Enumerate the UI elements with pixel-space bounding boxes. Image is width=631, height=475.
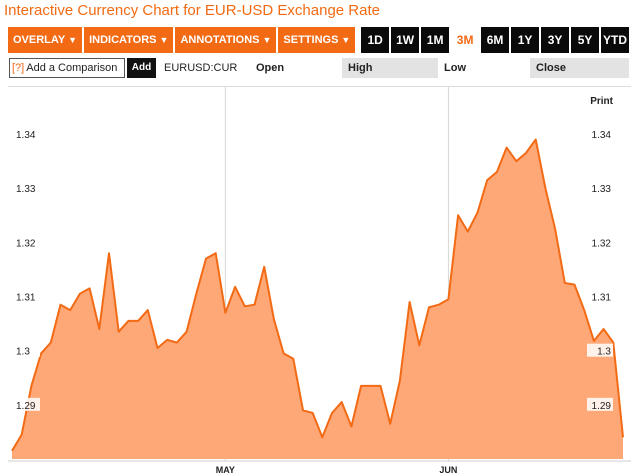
chart-plot[interactable]: 1.29 1.29 1.3 1.3 1.31 1.31 1.32 1.32 1.33 1.33 1.… bbox=[8, 87, 631, 475]
y-tick-bg bbox=[14, 235, 40, 249]
y-tick-bg bbox=[587, 181, 613, 195]
y-tick-bg bbox=[14, 181, 40, 195]
menu-label: OVERLAY bbox=[13, 34, 66, 46]
y-tick-bg bbox=[14, 397, 40, 411]
comparison-input[interactable]: [?] Add a Comparison bbox=[9, 58, 125, 78]
range-button-3y[interactable]: 3Y bbox=[541, 27, 570, 53]
y-tick-label-left: 1.33 bbox=[16, 184, 36, 195]
range-button-ytd[interactable]: YTD bbox=[601, 27, 630, 53]
y-tick-label-left: 1.34 bbox=[16, 130, 36, 141]
y-tick-bg bbox=[587, 235, 613, 249]
comparison-placeholder: Add a Comparison bbox=[26, 62, 118, 74]
chart-toolbar: OVERLAY ▼ INDICATORS ▼ ANNOTATIONS ▼ SETTINGS ▼… bbox=[8, 27, 630, 53]
price-area bbox=[12, 139, 623, 459]
x-tick-label: JUN bbox=[439, 465, 457, 475]
close-field: Close bbox=[530, 58, 629, 78]
chevron-down-icon: ▼ bbox=[262, 35, 272, 45]
y-tick-bg bbox=[587, 127, 613, 141]
ticker-symbol: EURUSD:CUR bbox=[164, 62, 238, 74]
menu-indicators[interactable]: INDICATORS ▼ bbox=[84, 27, 174, 53]
help-icon[interactable]: [?] bbox=[12, 62, 25, 74]
x-tick-label: MAY bbox=[216, 465, 235, 475]
page-title: Interactive Currency Chart for EUR-USD E… bbox=[4, 2, 380, 19]
menu-label: INDICATORS bbox=[89, 34, 157, 46]
menu-label: ANNOTATIONS bbox=[180, 34, 260, 46]
y-tick-bg bbox=[587, 343, 613, 357]
y-tick-label-left: 1.29 bbox=[16, 401, 36, 412]
y-tick-bg bbox=[587, 289, 613, 303]
chevron-down-icon: ▼ bbox=[159, 35, 169, 45]
menu-label: SETTINGS bbox=[283, 34, 339, 46]
range-button-1m[interactable]: 1M bbox=[421, 27, 450, 53]
y-tick-bg bbox=[14, 289, 40, 303]
y-tick-bg bbox=[14, 127, 40, 141]
range-button-3m[interactable]: 3M bbox=[451, 27, 480, 53]
y-tick-label-right: 1.29 bbox=[592, 401, 612, 412]
y-tick-label-left: 1.3 bbox=[16, 347, 30, 358]
range-button-5y[interactable]: 5Y bbox=[571, 27, 600, 53]
price-line bbox=[11, 138, 624, 452]
range-button-1d[interactable]: 1D bbox=[361, 27, 390, 53]
add-comparison-button[interactable]: Add bbox=[127, 58, 156, 78]
open-field: Open bbox=[250, 58, 342, 78]
y-tick-bg bbox=[587, 397, 613, 411]
y-tick-label-right: 1.34 bbox=[592, 130, 612, 141]
range-button-1y[interactable]: 1Y bbox=[511, 27, 540, 53]
chevron-down-icon: ▼ bbox=[68, 35, 78, 45]
price-chart[interactable]: 1.29 1.29 1.3 1.3 1.31 1.31 1.32 1.32 1.33 1.33 1.… bbox=[8, 86, 631, 475]
chart-infobar: [?] Add a Comparison Add EURUSD:CUR Open … bbox=[8, 58, 629, 80]
y-tick-label-right: 1.31 bbox=[592, 293, 612, 304]
y-tick-label-right: 1.32 bbox=[592, 238, 612, 249]
y-tick-label-right: 1.33 bbox=[592, 184, 612, 195]
range-button-6m[interactable]: 6M bbox=[481, 27, 510, 53]
menu-settings[interactable]: SETTINGS ▼ bbox=[278, 27, 356, 53]
y-tick-label-right: 1.3 bbox=[597, 347, 611, 358]
high-field: High bbox=[342, 58, 438, 78]
menu-overlay[interactable]: OVERLAY ▼ bbox=[8, 27, 83, 53]
low-field: Low bbox=[438, 58, 530, 78]
print-button[interactable]: Print bbox=[590, 96, 613, 107]
y-tick-label-left: 1.32 bbox=[16, 238, 36, 249]
y-tick-bg bbox=[14, 343, 40, 357]
y-tick-label-left: 1.31 bbox=[16, 293, 36, 304]
chevron-down-icon: ▼ bbox=[341, 35, 351, 45]
range-button-1w[interactable]: 1W bbox=[391, 27, 420, 53]
menu-annotations[interactable]: ANNOTATIONS ▼ bbox=[175, 27, 277, 53]
